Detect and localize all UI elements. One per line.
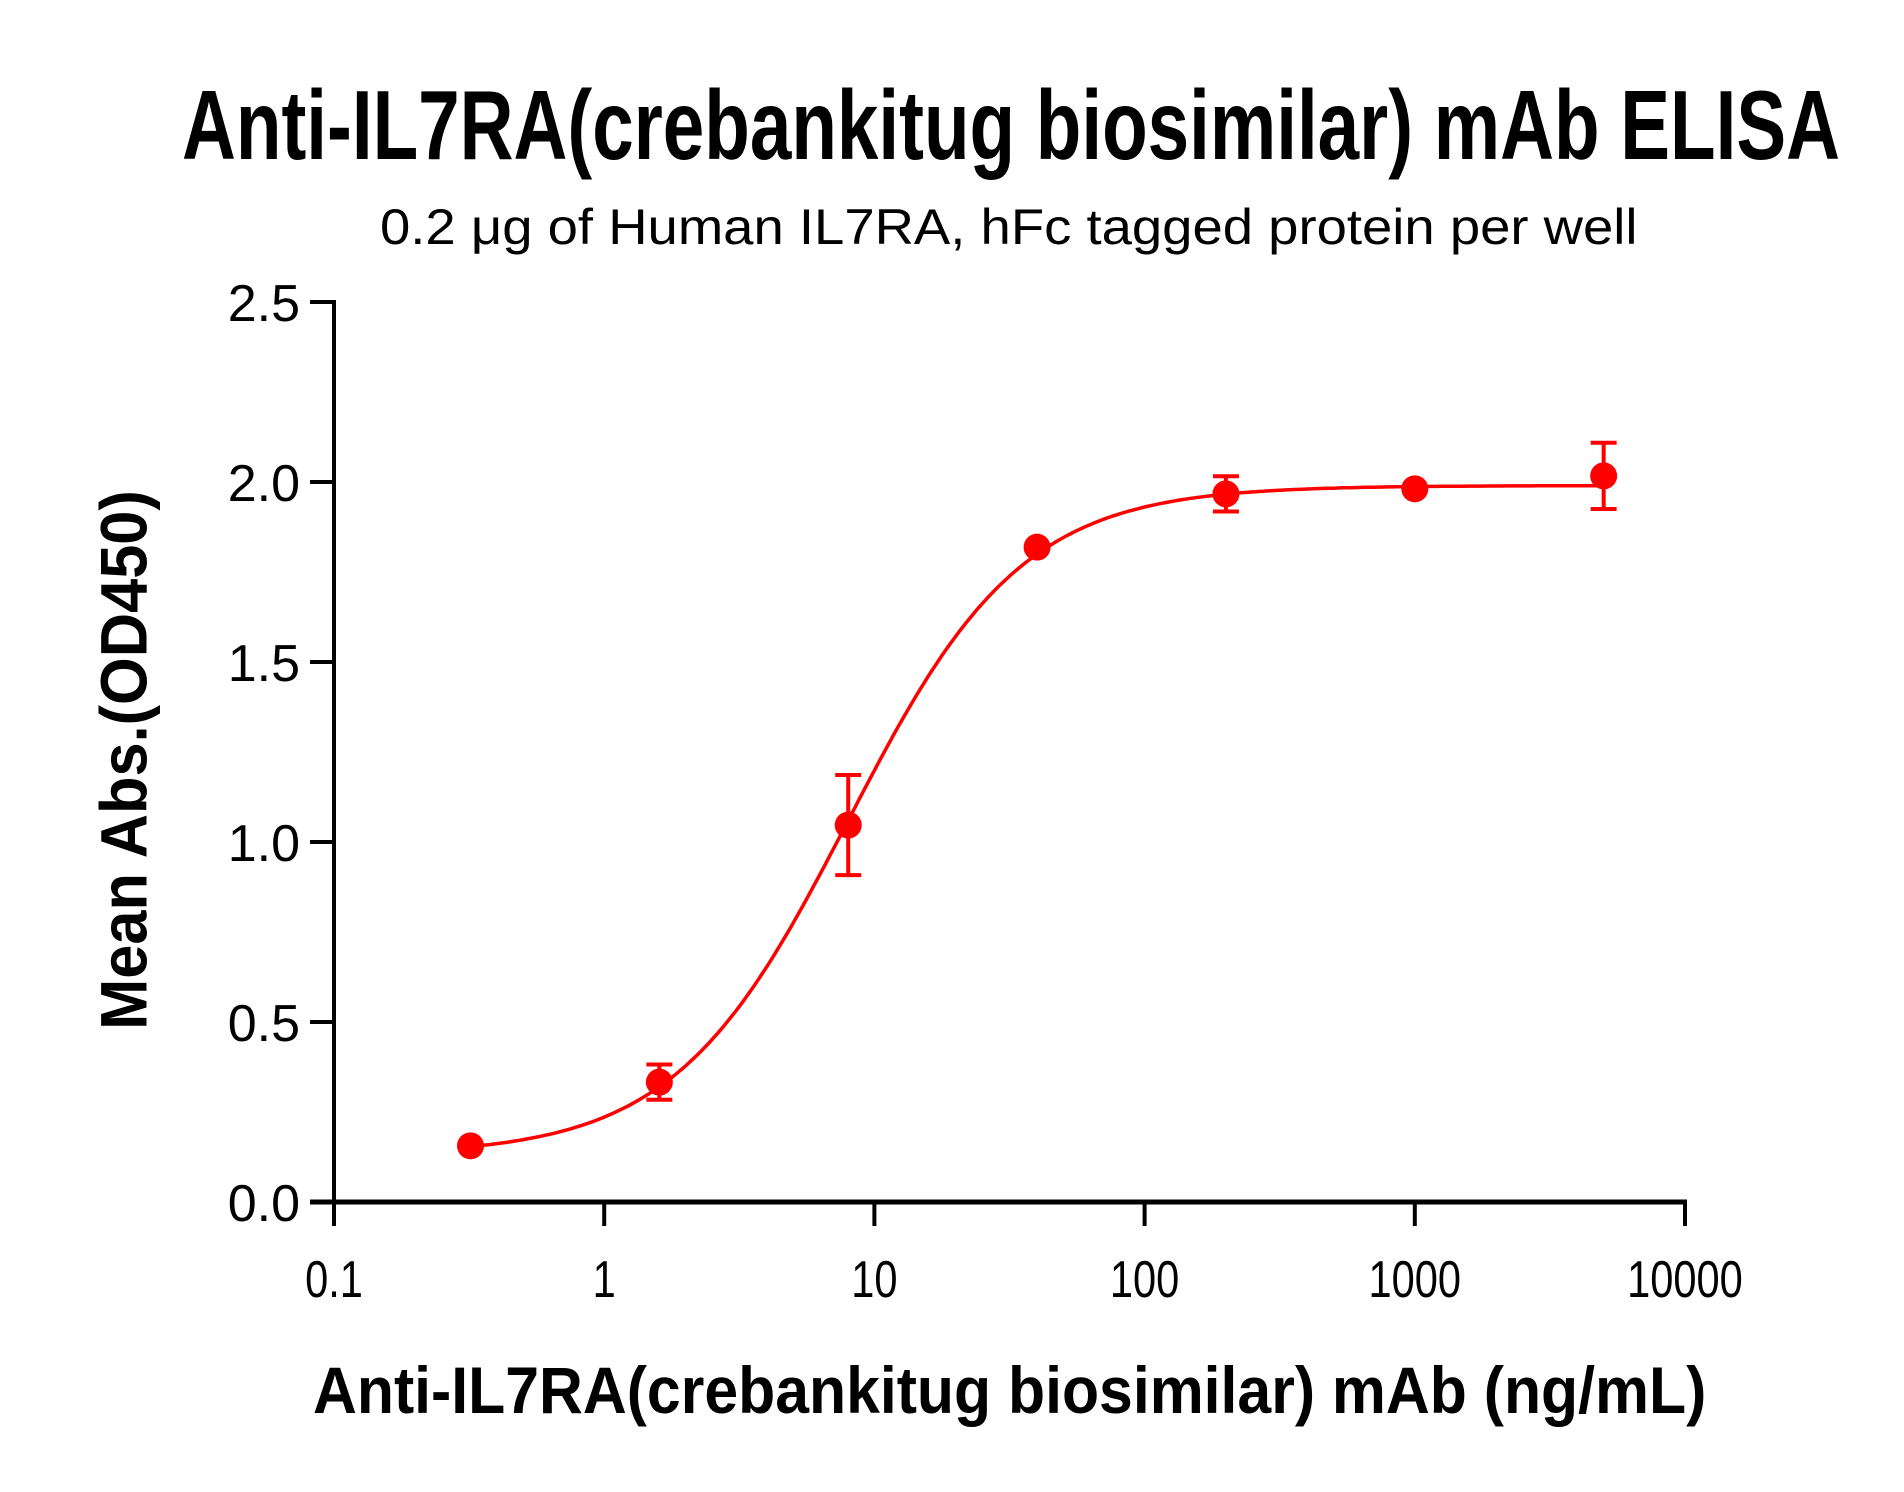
data-point xyxy=(1212,480,1240,508)
x-tick-label: 1000 xyxy=(1369,1250,1462,1309)
y-tick-label: 0.5 xyxy=(228,995,300,1053)
y-axis-label: Mean Abs.(OD450) xyxy=(85,490,160,1030)
y-tick-label: 1.5 xyxy=(228,635,300,693)
x-tick-label: 1 xyxy=(593,1250,616,1309)
x-tick-label: 100 xyxy=(1110,1250,1179,1309)
chart-subtitle: 0.2 μg of Human IL7RA, hFc tagged protei… xyxy=(380,199,1638,255)
axes: 0.0 0.5 1.0 1.5 2.0 2.5 0.1 1 10 100 1000 10000 xyxy=(228,275,1743,1308)
data-points xyxy=(456,440,1618,1160)
x-tick-label: 10 xyxy=(851,1250,897,1309)
y-tick-label: 1.0 xyxy=(228,815,300,873)
x-tick-label: 0.1 xyxy=(305,1250,363,1309)
data-point xyxy=(1401,475,1429,503)
y-tick-label: 2.0 xyxy=(228,455,300,513)
data-point xyxy=(1590,462,1618,490)
x-axis-label: Anti-IL7RA(crebankitug biosimilar) mAb (… xyxy=(313,1353,1707,1427)
data-point xyxy=(645,1068,673,1096)
y-tick-label: 0.0 xyxy=(228,1175,300,1233)
y-tick-label: 2.5 xyxy=(228,275,300,333)
x-tick-label: 10000 xyxy=(1627,1250,1743,1309)
data-point xyxy=(1023,533,1051,561)
data-point xyxy=(456,1132,484,1160)
data-point xyxy=(834,811,862,839)
fit-curve-path xyxy=(470,483,1604,1149)
fit-curve xyxy=(470,483,1604,1149)
